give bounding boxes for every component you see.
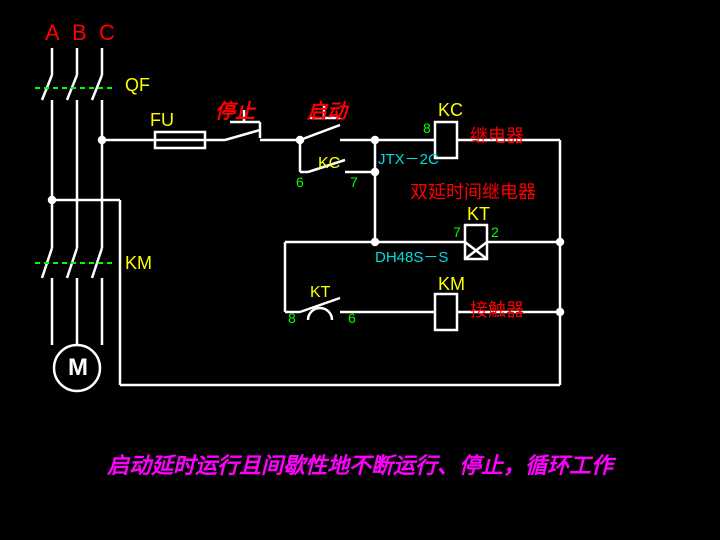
kt-coil-label: KT xyxy=(467,204,490,225)
phase-b-label: B xyxy=(72,20,87,46)
kt-desc-label: 双延时间继电器 xyxy=(410,178,536,204)
kt-model-label: DH48S－S xyxy=(375,246,448,267)
kc-term8: 8 xyxy=(423,120,431,136)
fu-label: FU xyxy=(150,110,174,131)
km-desc-label: 接触器 xyxy=(470,296,524,322)
kc-coil-label: KC xyxy=(438,100,463,121)
phase-c-label: C xyxy=(99,20,115,46)
qf-label: QF xyxy=(125,75,150,96)
kc-term6: 6 xyxy=(296,174,304,190)
caption-text: 启动延时运行且间歇性地不断运行、停止，循环工作 xyxy=(0,448,720,480)
kc-model-label: JTX－2C xyxy=(378,148,439,169)
kt-term7: 7 xyxy=(453,224,461,240)
kc-term7: 7 xyxy=(350,174,358,190)
km-main-label: KM xyxy=(125,253,152,274)
kt-term8: 8 xyxy=(288,310,296,326)
start-label: 启动 xyxy=(307,95,347,124)
km-coil-label: KM xyxy=(438,274,465,295)
phase-a-label: A xyxy=(45,20,60,46)
kt-term2: 2 xyxy=(491,224,499,240)
kt-term6: 6 xyxy=(348,310,356,326)
kc-contact-label: KC xyxy=(318,155,340,173)
kt-contact-label: KT xyxy=(310,284,330,302)
stop-label: 停止 xyxy=(215,95,255,124)
motor-label: M xyxy=(68,354,88,382)
kc-desc-label: 继电器 xyxy=(470,122,524,148)
